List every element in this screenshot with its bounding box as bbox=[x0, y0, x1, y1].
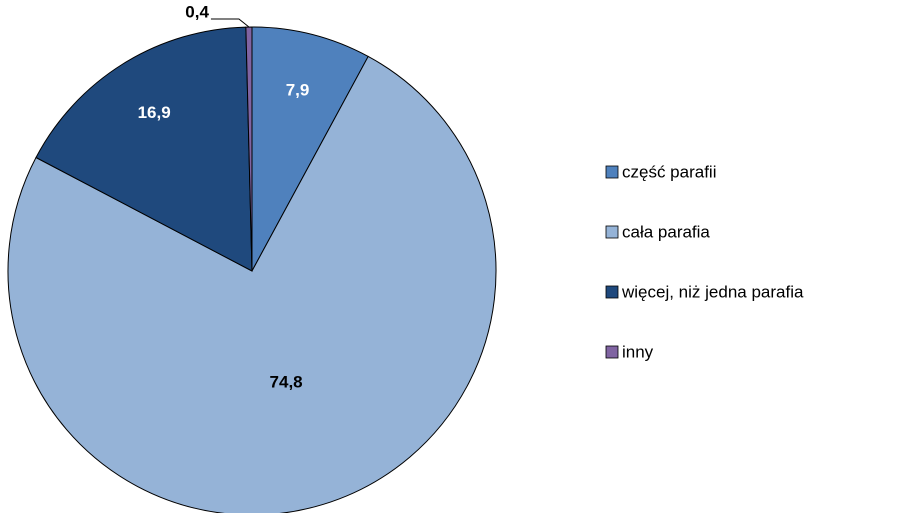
data-label: 74,8 bbox=[270, 373, 303, 392]
data-label: 16,9 bbox=[138, 103, 171, 122]
legend-swatch bbox=[605, 345, 619, 359]
legend-swatch bbox=[605, 165, 619, 179]
legend-label: część parafii bbox=[622, 162, 716, 181]
legend-swatch bbox=[605, 285, 619, 299]
legend-swatch bbox=[605, 225, 619, 239]
pie-slice bbox=[35, 26, 253, 272]
pie-slice bbox=[251, 26, 369, 272]
data-label: 7,9 bbox=[286, 81, 310, 100]
legend-label: inny bbox=[622, 342, 654, 361]
legend-label: cała parafia bbox=[622, 222, 710, 241]
data-label: 0,4 bbox=[185, 3, 209, 22]
legend-label: więcej, niż jedna parafia bbox=[621, 282, 804, 301]
pie-slice bbox=[7, 55, 497, 513]
leader-line bbox=[210, 18, 250, 28]
